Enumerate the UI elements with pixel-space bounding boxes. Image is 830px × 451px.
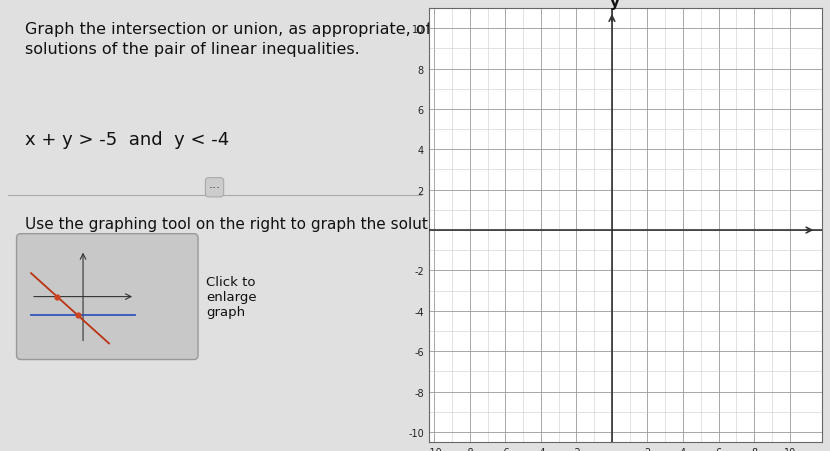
Text: ···: ··· <box>208 181 221 194</box>
Text: Click to
enlarge
graph: Click to enlarge graph <box>207 276 257 318</box>
Text: Use the graphing tool on the right to graph the solution.: Use the graphing tool on the right to gr… <box>25 217 456 232</box>
Text: x + y > -5  and  y < -4: x + y > -5 and y < -4 <box>25 130 229 148</box>
Text: Graph the intersection or union, as appropriate, of the
solutions of the pair of: Graph the intersection or union, as appr… <box>25 22 462 57</box>
FancyBboxPatch shape <box>17 234 198 360</box>
Text: y: y <box>610 0 620 10</box>
